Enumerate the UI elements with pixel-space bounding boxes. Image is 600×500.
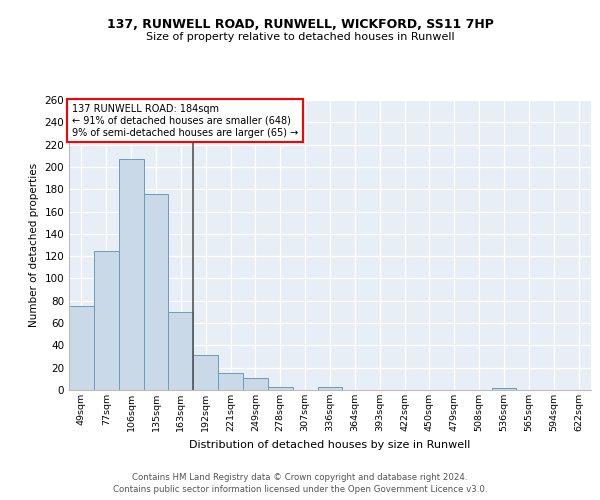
Text: 137 RUNWELL ROAD: 184sqm
← 91% of detached houses are smaller (648)
9% of semi-d: 137 RUNWELL ROAD: 184sqm ← 91% of detach…: [71, 104, 298, 138]
Bar: [119, 159, 143, 390]
Y-axis label: Number of detached properties: Number of detached properties: [29, 163, 39, 327]
Bar: [69, 306, 94, 390]
Bar: [94, 250, 119, 390]
Text: Size of property relative to detached houses in Runwell: Size of property relative to detached ho…: [146, 32, 454, 42]
Bar: [317, 386, 343, 390]
Bar: [143, 194, 169, 390]
Bar: [491, 388, 517, 390]
Bar: [218, 374, 243, 390]
X-axis label: Distribution of detached houses by size in Runwell: Distribution of detached houses by size …: [190, 440, 470, 450]
Bar: [169, 312, 193, 390]
Bar: [268, 386, 293, 390]
Text: 137, RUNWELL ROAD, RUNWELL, WICKFORD, SS11 7HP: 137, RUNWELL ROAD, RUNWELL, WICKFORD, SS…: [107, 18, 493, 30]
Bar: [243, 378, 268, 390]
Text: Contains HM Land Registry data © Crown copyright and database right 2024.
Contai: Contains HM Land Registry data © Crown c…: [113, 473, 487, 494]
Bar: [193, 356, 218, 390]
